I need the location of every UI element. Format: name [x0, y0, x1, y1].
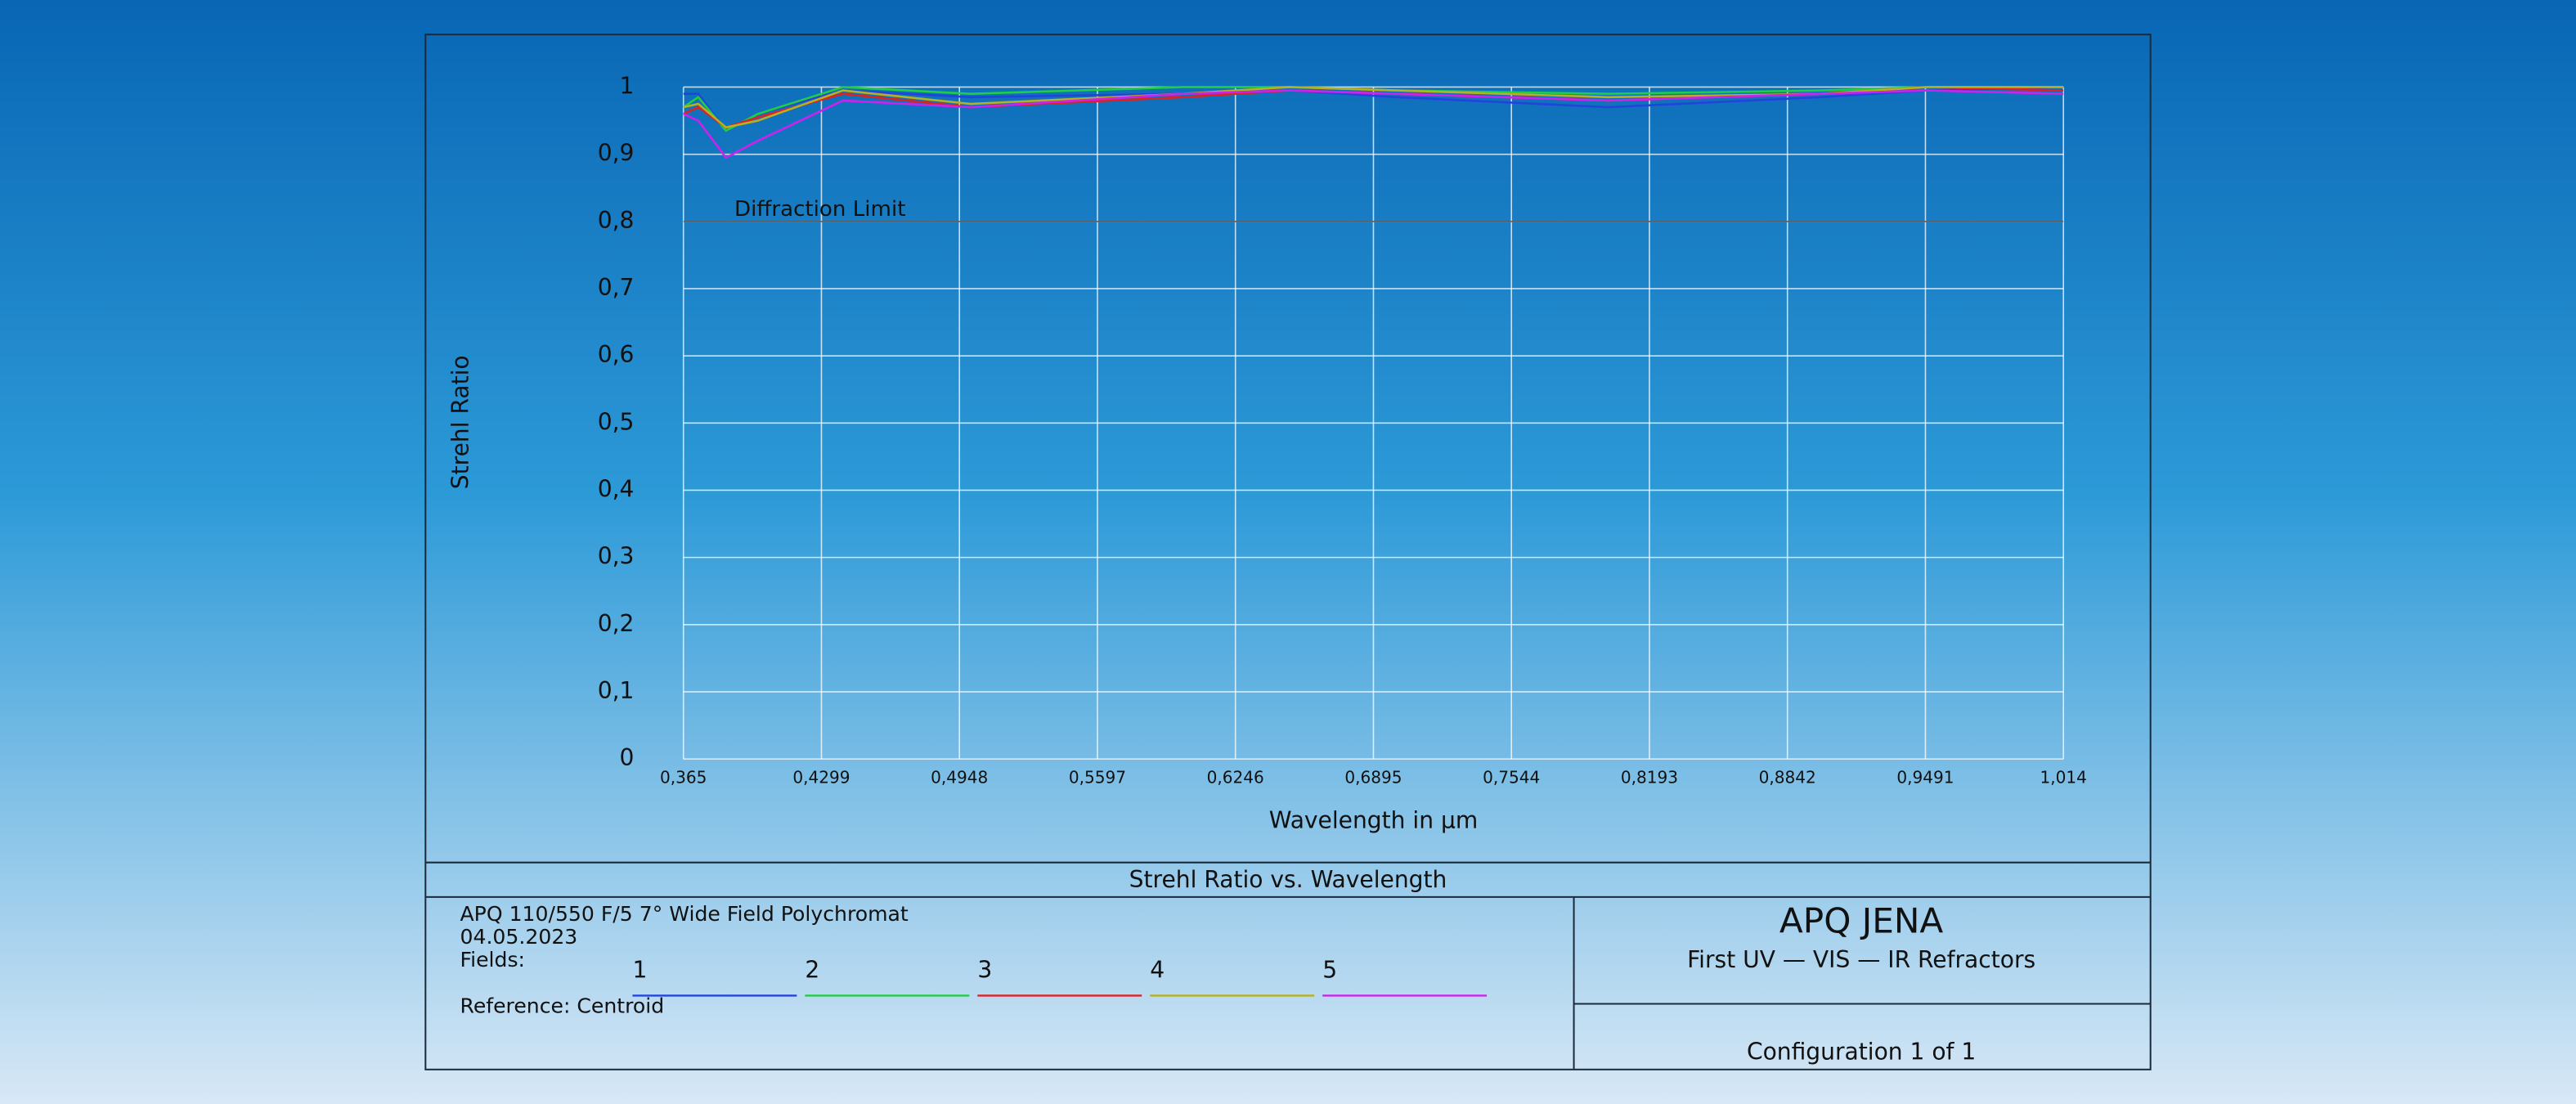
x-tick-label: 0,8842 — [1759, 768, 1816, 788]
company: APQ JENA — [1779, 901, 1944, 941]
series-line — [683, 89, 2064, 159]
configuration: Configuration 1 of 1 — [1747, 1039, 1976, 1066]
y-tick-label: 0,3 — [598, 543, 635, 570]
legend-label: 2 — [805, 956, 819, 983]
y-axis-label: Strehl Ratio — [447, 355, 474, 489]
legend-label: 4 — [1150, 956, 1165, 983]
report-line: APQ 110/550 F/5 7° Wide Field Polychroma… — [460, 902, 909, 926]
y-tick-label: 0,9 — [598, 140, 635, 167]
x-tick-label: 0,4299 — [792, 768, 850, 788]
x-tick-label: 0,6246 — [1207, 768, 1264, 788]
series-line — [682, 86, 2064, 132]
reference-label: Diffraction Limit — [734, 197, 905, 222]
legend-label: 5 — [1322, 956, 1337, 983]
reference: Reference: Centroid — [460, 994, 665, 1017]
x-tick-label: 0,8193 — [1621, 768, 1678, 788]
y-tick-label: 0,7 — [598, 274, 635, 301]
x-axis-label: Wavelength in µm — [1269, 806, 1479, 833]
x-tick-label: 0,7544 — [1483, 768, 1540, 788]
x-tick-label: 0,6895 — [1344, 768, 1402, 788]
legend-label: 1 — [632, 956, 647, 983]
y-tick-label: 0,6 — [598, 341, 635, 368]
y-tick-label: 0,8 — [598, 207, 635, 234]
y-tick-label: 0,2 — [598, 610, 635, 637]
report-frame — [424, 34, 2152, 1070]
x-tick-label: 0,9491 — [1896, 768, 1954, 788]
x-tick-label: 1,014 — [2040, 768, 2086, 788]
legend-label: 3 — [977, 956, 992, 983]
tagline: First UV — VIS — IR Refractors — [1687, 946, 2035, 973]
y-tick-label: 0,4 — [598, 475, 635, 502]
x-tick-label: 0,5597 — [1069, 768, 1126, 788]
y-tick-label: 0,1 — [598, 677, 635, 704]
chart-title: Strehl Ratio vs. Wavelength — [1129, 866, 1447, 893]
y-tick-label: 0,5 — [598, 408, 635, 435]
report-line: 04.05.2023 — [460, 925, 578, 949]
y-tick-label: 1 — [620, 72, 635, 99]
fields-label: Fields: — [460, 948, 526, 972]
x-tick-label: 0,365 — [660, 768, 707, 788]
x-tick-label: 0,4948 — [931, 768, 988, 788]
y-tick-label: 0 — [620, 744, 635, 771]
